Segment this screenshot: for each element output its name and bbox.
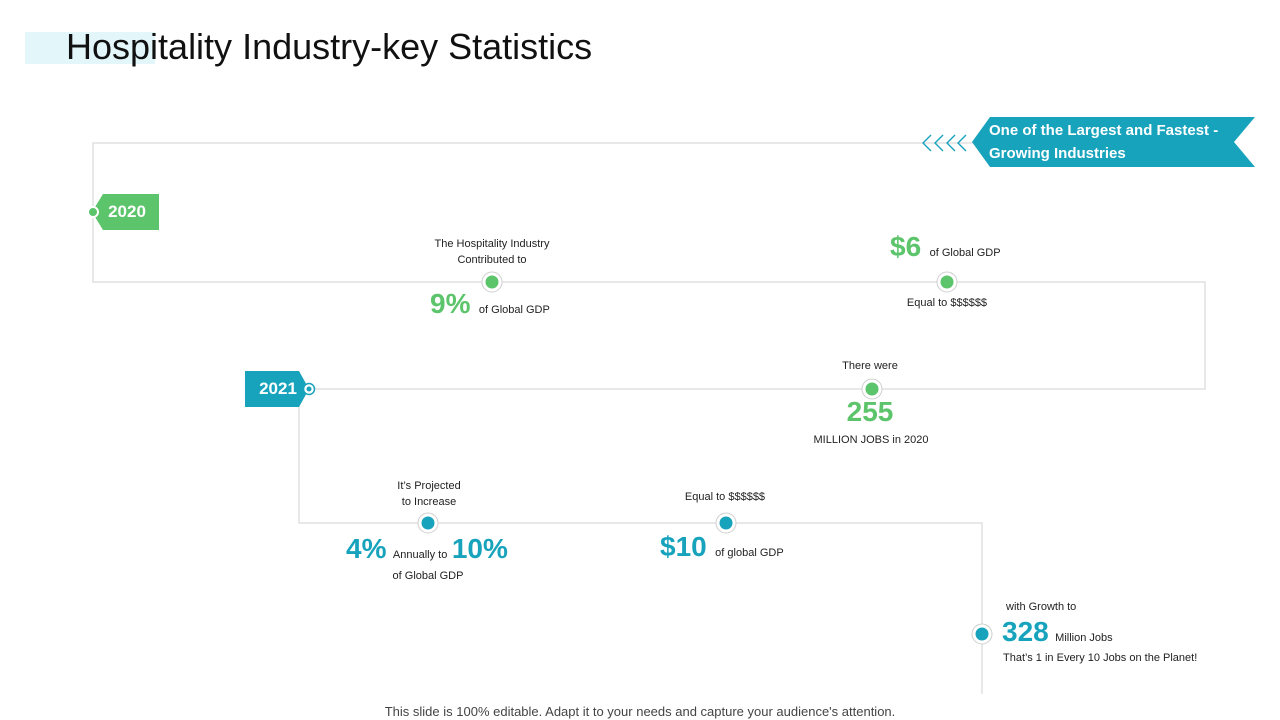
six-unit: of Global GDP xyxy=(929,247,1001,259)
year-label-2020: 2020 xyxy=(108,202,146,221)
six-note: Equal to $$$$$$ xyxy=(906,297,988,309)
hospitality-stat: 9% of Global GDP xyxy=(430,288,550,320)
title-accent xyxy=(25,32,155,64)
chevrons-icon xyxy=(922,134,967,152)
growth-stat: 328 Million Jobs xyxy=(1002,616,1113,648)
growth-intro: with Growth to xyxy=(1006,601,1077,613)
hospitality-intro: The Hospitality Industry Contributed to xyxy=(412,236,572,268)
projected-intro-line1: It’s Projected xyxy=(397,480,461,492)
teal-markers xyxy=(417,512,993,645)
timeline-path-top xyxy=(92,142,1206,390)
projected-unit: of Global GDP xyxy=(392,570,464,582)
projected-value-a: 4% xyxy=(346,533,387,564)
six-stat: $6 of Global GDP xyxy=(890,231,1001,263)
banner-line1: One of the Largest and Fastest - xyxy=(989,122,1219,139)
ten-unit: of global GDP xyxy=(715,547,784,559)
projected-intro: It’s Projected to Increase xyxy=(349,478,509,510)
hospitality-value: 9% xyxy=(430,288,471,319)
banner-shape xyxy=(972,117,1255,167)
jobs2020-unit: MILLION JOBS in 2020 xyxy=(813,434,929,446)
hospitality-unit: of Global GDP xyxy=(478,304,550,316)
green-markers xyxy=(481,271,958,400)
hospitality-intro-line2: Contributed to xyxy=(457,254,527,266)
ten-intro: Equal to $$$$$$ xyxy=(684,491,766,503)
hospitality-intro-line1: The Hospitality Industry xyxy=(434,238,550,250)
projected-stat: 4% Annually to 10% xyxy=(346,533,508,565)
page-title: Hospitality Industry-key Statistics xyxy=(66,26,593,67)
ten-value: $10 xyxy=(660,531,707,562)
growth-value: 328 xyxy=(1002,616,1049,647)
year-tag-2021-shape xyxy=(245,371,309,407)
banner-line2: Growing Industries xyxy=(989,145,1126,162)
banner: One of the Largest and Fastest - Growing… xyxy=(989,119,1218,165)
projected-intro-line2: to Increase xyxy=(401,496,457,508)
projected-mid: Annually to xyxy=(392,549,448,561)
year-2020-marker xyxy=(87,206,99,218)
growth-note: That’s 1 in Every 10 Jobs on the Planet! xyxy=(1003,652,1198,664)
six-value: $6 xyxy=(890,231,922,262)
footer-note: This slide is 100% editable. Adapt it to… xyxy=(384,704,896,719)
year-tag-2020-shape xyxy=(92,194,159,230)
projected-value-b: 10% xyxy=(451,533,508,564)
jobs2020-value: 255 xyxy=(846,396,894,427)
year-label-2021: 2021 xyxy=(259,379,297,398)
growth-unit: Million Jobs xyxy=(1055,632,1113,644)
timeline-path-bottom xyxy=(298,389,983,694)
jobs2020-intro: There were xyxy=(842,360,898,372)
ten-stat: $10 of global GDP xyxy=(660,531,784,563)
